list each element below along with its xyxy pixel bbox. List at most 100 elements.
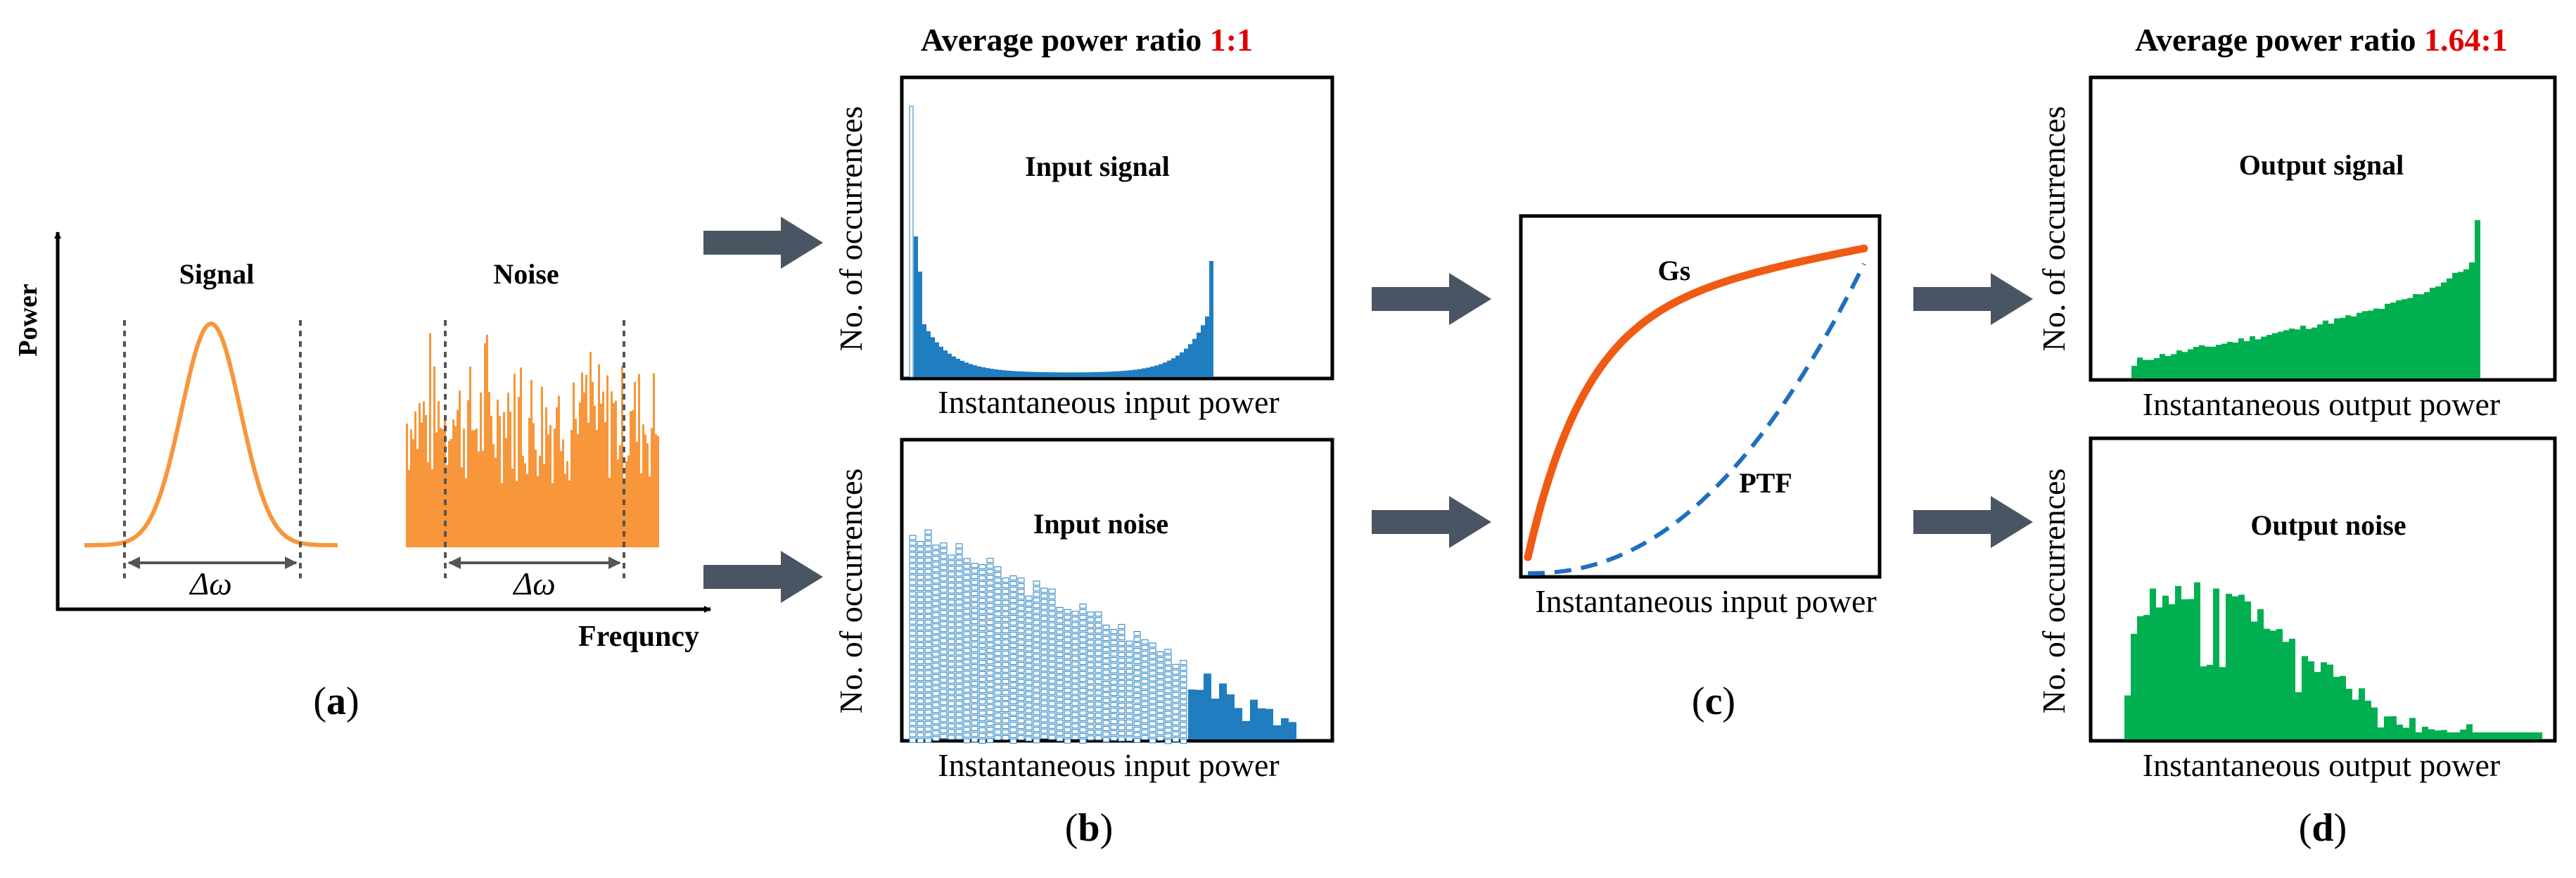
input-noise-bar-cell	[940, 717, 948, 723]
output-noise-bar	[2359, 688, 2365, 739]
frequency-axis-label: Frequncy	[578, 621, 699, 653]
noise-spectrum-bar	[427, 462, 429, 547]
input-signal-bar	[952, 356, 956, 377]
output-signal-bar	[2278, 331, 2283, 378]
input-noise-bar-cell	[940, 649, 948, 655]
input-noise-bar-cell	[1064, 676, 1071, 682]
input-noise-bar-cell	[955, 712, 963, 718]
input-noise-bar-cell	[1025, 618, 1033, 623]
input-noise-bar-cell	[1025, 595, 1033, 601]
input-signal-bar	[1095, 371, 1099, 377]
output-noise-bar	[2352, 699, 2359, 739]
output-noise-bar	[2517, 732, 2523, 739]
input-noise-bar-cell	[1025, 668, 1033, 674]
input-noise-bar-cell	[917, 732, 924, 738]
noise-spectrum-bar	[476, 428, 478, 547]
input-noise-bar-cell	[1087, 623, 1095, 628]
input-noise-bar-cell	[1118, 736, 1126, 742]
input-noise-bar-cell	[1102, 675, 1110, 681]
input-noise-bar-cell	[978, 694, 986, 699]
input-noise-bar-cell	[994, 673, 1002, 679]
input-noise-bar-cell	[1071, 622, 1079, 628]
output-noise-bar	[2188, 599, 2194, 739]
input-noise-bar-cell	[917, 648, 924, 654]
noise-spectrum-bar	[514, 374, 516, 547]
noise-spectrum-bar	[522, 455, 524, 547]
input-noise-bar-cell	[1180, 699, 1187, 705]
input-noise-bar-cell	[971, 625, 978, 630]
input-noise-bar-cell	[1002, 656, 1009, 662]
output-noise-bar	[2213, 588, 2219, 739]
input-noise-bar-cell	[955, 644, 963, 650]
input-noise-bar-cell	[1095, 690, 1102, 696]
input-noise-bar-cell	[1025, 696, 1033, 702]
input-noise-bar-cell	[909, 535, 917, 540]
input-noise-bar-cell	[1141, 667, 1149, 673]
input-noise-bar-cell	[948, 588, 955, 594]
input-noise-bar-cell	[909, 563, 917, 568]
output-noise-bar	[2169, 604, 2175, 739]
input-noise-bar-cell	[1017, 651, 1025, 656]
input-signal-bar	[977, 366, 981, 377]
input-signal-bar	[914, 236, 918, 377]
input-noise-bar-cell	[909, 675, 917, 681]
input-noise-bar-cell	[978, 649, 986, 654]
input-noise-bar-cell	[1017, 735, 1025, 741]
noise-spectrum-bar	[549, 425, 551, 547]
input-noise-bar-cell	[971, 692, 978, 698]
input-noise-bar-cell	[948, 577, 955, 583]
input-noise-bar-cell	[1033, 665, 1040, 670]
input-noise-bar-cell	[1133, 665, 1141, 670]
input-noise-bar-cell	[1133, 648, 1141, 654]
input-noise-bar-cell	[986, 704, 994, 710]
input-noise-bar-cell	[1009, 621, 1017, 626]
input-noise-bar-cell	[948, 644, 955, 650]
output-signal-bar	[2272, 333, 2278, 378]
input-noise-bar-cell	[1056, 691, 1064, 696]
input-noise-bar-cell	[1164, 739, 1172, 744]
input-noise-bar-cell	[924, 720, 932, 726]
noise-spectrum-bar	[657, 435, 659, 547]
output-signal-bar	[2250, 336, 2255, 378]
input-noise-bar-cell	[1071, 673, 1079, 678]
input-noise-bar-cell	[1087, 668, 1095, 673]
input-noise-bar-cell	[1056, 668, 1064, 674]
input-noise-bar-cell	[1156, 673, 1164, 679]
input-noise-bar-cell	[1017, 707, 1025, 713]
input-noise-bar-cell	[1156, 730, 1164, 735]
input-noise-bar-cell	[978, 604, 986, 609]
input-noise-bar-cell	[1025, 629, 1033, 635]
input-noise-bar-cell	[1025, 730, 1033, 736]
input-noise-bar-cell	[924, 709, 932, 715]
input-noise-bar-cell	[994, 668, 1002, 673]
input-signal-title: Input signal	[1025, 151, 1170, 182]
output-signal-bar	[2328, 324, 2334, 378]
input-noise-bar-cell	[1156, 735, 1164, 741]
input-noise-bar-cell	[1009, 694, 1017, 699]
input-noise-bar-cell	[986, 654, 994, 659]
input-noise-bar-cell	[955, 594, 963, 599]
input-noise-bar-cell	[1009, 671, 1017, 677]
input-noise-bar-cell	[1017, 578, 1025, 583]
input-noise-bar-cell	[971, 653, 978, 658]
output-noise-bar	[2270, 630, 2276, 739]
input-noise-bar-cell	[1133, 710, 1141, 715]
input-noise-bar-cell	[1002, 679, 1009, 685]
input-noise-bar-cell	[955, 667, 963, 673]
input-noise-bar-cell	[932, 646, 940, 651]
input-noise-bar-cell	[948, 684, 955, 689]
input-noise-bar-cell	[986, 609, 994, 614]
input-noise-bar-cell	[971, 720, 978, 726]
input-noise-bar-cell	[940, 627, 948, 632]
input-noise-bar-cell	[1064, 665, 1071, 670]
output-signal-bar	[2216, 345, 2221, 378]
input-noise-bar-cell	[1033, 738, 1040, 744]
input-noise-bar-cell	[1118, 629, 1126, 635]
input-noise-bar-cell	[994, 685, 1002, 690]
input-noise-bar-cell	[909, 557, 917, 563]
input-signal-bar	[1133, 369, 1137, 377]
input-noise-bar-cell	[924, 574, 932, 580]
input-noise-bar	[1219, 683, 1227, 739]
input-noise-bar-cell	[1133, 642, 1141, 648]
noise-spectrum-bar	[412, 439, 414, 547]
